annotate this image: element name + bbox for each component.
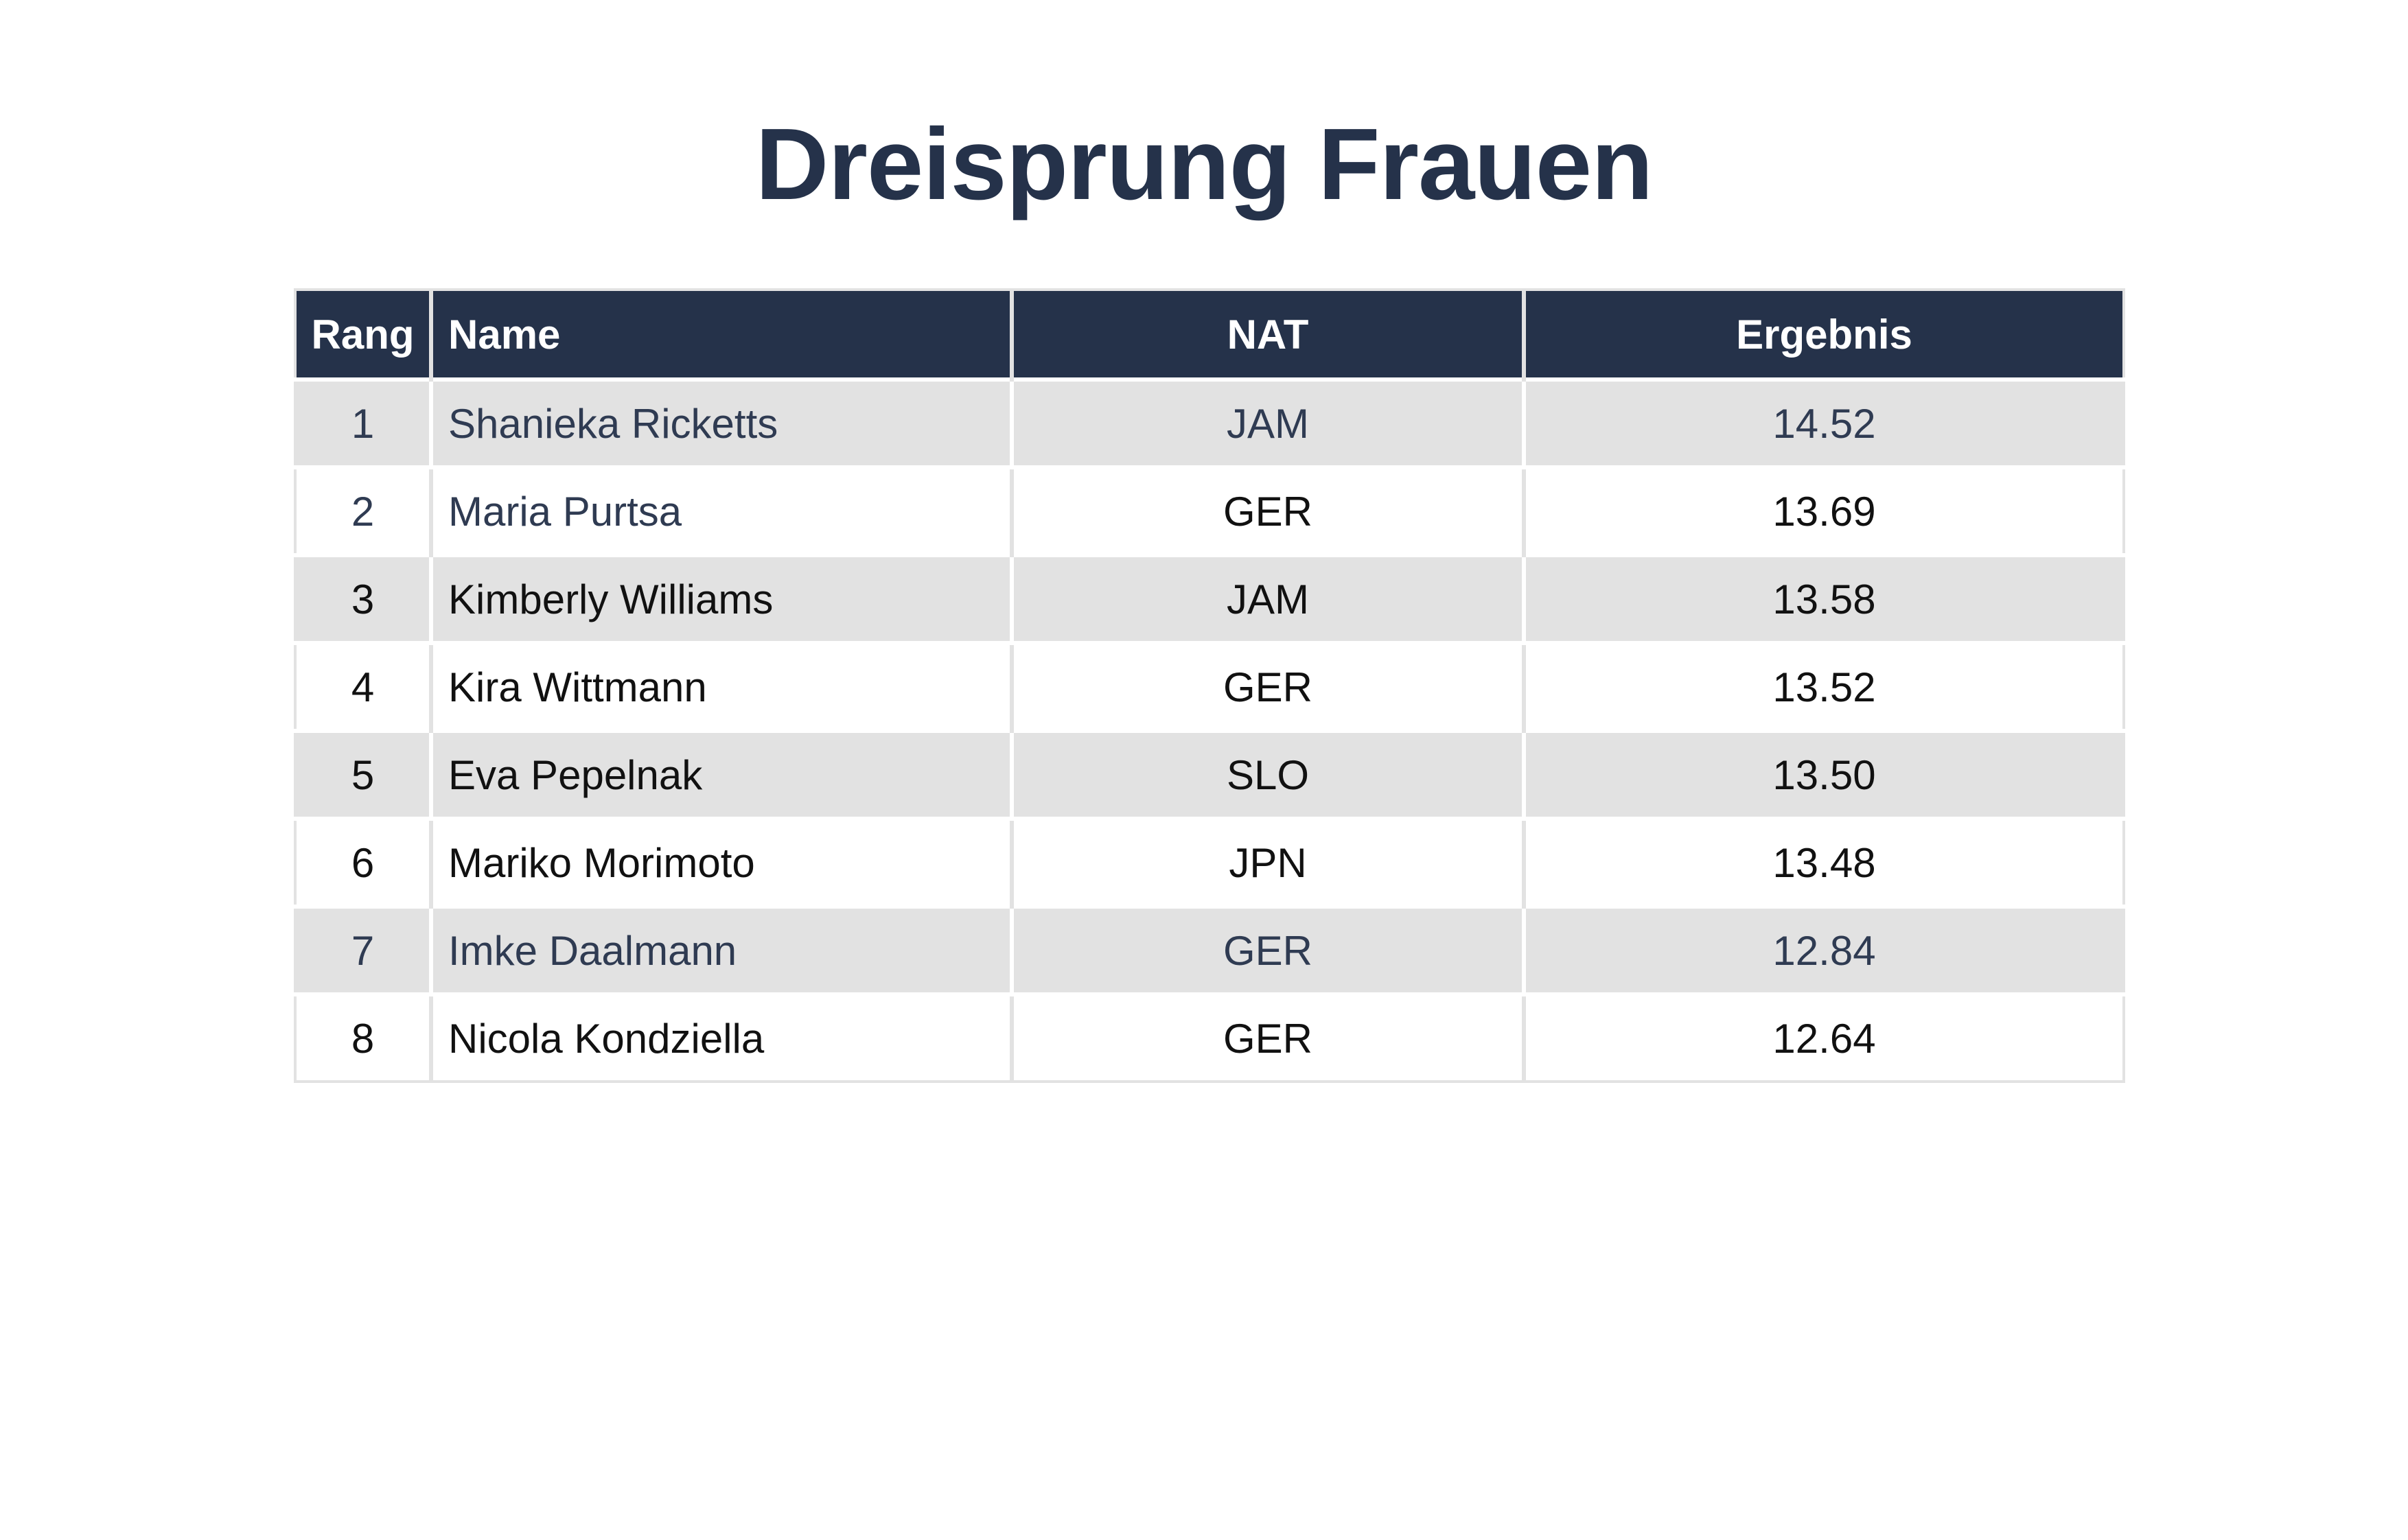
table-row: 2 Maria Purtsa GER 13.69 xyxy=(295,465,2124,555)
table-row: 1 Shanieka Ricketts JAM 14.52 xyxy=(295,377,2124,467)
table-row: 6 Mariko Morimoto JPN 13.48 xyxy=(295,817,2124,907)
nationality-cell: GER xyxy=(1010,465,1524,555)
nationality-cell: JPN xyxy=(1010,817,1524,907)
page-title: Dreisprung Frauen xyxy=(755,108,1654,221)
result-cell: 13.48 xyxy=(1522,817,2124,907)
rank-cell: 4 xyxy=(295,641,431,731)
athlete-name-cell: Imke Daalmann xyxy=(429,905,1012,994)
table-row: 3 Kimberly Williams JAM 13.58 xyxy=(295,553,2124,643)
result-cell: 13.52 xyxy=(1522,641,2124,731)
nationality-cell: GER xyxy=(1010,992,1524,1082)
result-cell: 12.64 xyxy=(1522,992,2124,1082)
column-header-nat: NAT xyxy=(1010,290,1524,380)
result-cell: 14.52 xyxy=(1522,377,2124,467)
athlete-name-cell: Kira Wittmann xyxy=(429,641,1012,731)
athlete-name-cell: Shanieka Ricketts xyxy=(429,377,1012,467)
table-row: 4 Kira Wittmann GER 13.52 xyxy=(295,641,2124,731)
result-cell: 13.69 xyxy=(1522,465,2124,555)
athlete-name-cell: Mariko Morimoto xyxy=(429,817,1012,907)
results-table: Rang Name NAT Ergebnis 1 Shanieka Ricket… xyxy=(294,288,2125,1083)
athlete-name-cell: Kimberly Williams xyxy=(429,553,1012,643)
result-cell: 12.84 xyxy=(1522,905,2124,994)
nationality-cell: SLO xyxy=(1010,729,1524,819)
table-header-row: Rang Name NAT Ergebnis xyxy=(295,290,2124,380)
rank-cell: 1 xyxy=(295,377,431,467)
rank-cell: 7 xyxy=(295,905,431,994)
table-row: 7 Imke Daalmann GER 12.84 xyxy=(295,905,2124,994)
athlete-name-cell: Eva Pepelnak xyxy=(429,729,1012,819)
nationality-cell: JAM xyxy=(1010,553,1524,643)
result-cell: 13.50 xyxy=(1522,729,2124,819)
rank-cell: 6 xyxy=(295,817,431,907)
result-cell: 13.58 xyxy=(1522,553,2124,643)
column-header-rang: Rang xyxy=(295,290,431,380)
rank-cell: 8 xyxy=(295,992,431,1082)
rank-cell: 2 xyxy=(295,465,431,555)
nationality-cell: JAM xyxy=(1010,377,1524,467)
athlete-name-cell: Maria Purtsa xyxy=(429,465,1012,555)
table-row: 5 Eva Pepelnak SLO 13.50 xyxy=(295,729,2124,819)
table-row: 8 Nicola Kondziella GER 12.64 xyxy=(295,992,2124,1082)
nationality-cell: GER xyxy=(1010,641,1524,731)
column-header-ergebnis: Ergebnis xyxy=(1522,290,2124,380)
rank-cell: 5 xyxy=(295,729,431,819)
athlete-name-cell: Nicola Kondziella xyxy=(429,992,1012,1082)
nationality-cell: GER xyxy=(1010,905,1524,994)
rank-cell: 3 xyxy=(295,553,431,643)
column-header-name: Name xyxy=(429,290,1012,380)
